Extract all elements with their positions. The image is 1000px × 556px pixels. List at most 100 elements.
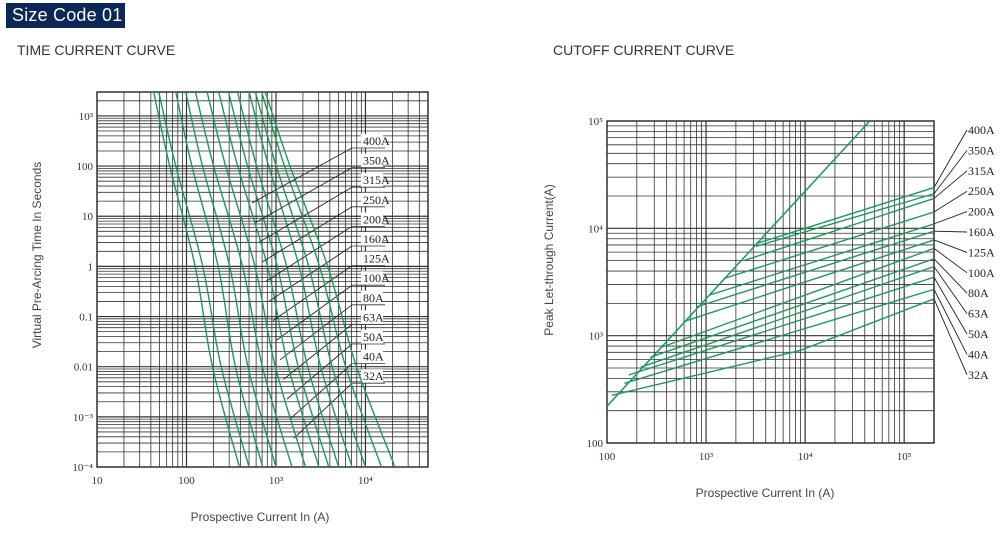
cutoff-line-400A (755, 186, 935, 245)
cutoff-line-250A (723, 211, 935, 280)
y-tick-label: 10⁻³ (73, 412, 94, 424)
y-tick-label: 100 (77, 161, 94, 173)
cutoff-line-63A (640, 265, 935, 368)
cutoff-line-315A (743, 197, 935, 262)
leader-line-315A (933, 170, 968, 199)
cutoff-current-chart: 100 10³ 10⁴ 10⁵ 10⁵ 10⁴ 10³ 100 400A 350A 315A 250A… (587, 116, 996, 463)
fuse-label-200A: 200A (363, 212, 390, 226)
y-tick-label: 10⁵ (588, 116, 603, 128)
plot-frame (606, 120, 935, 444)
fuse-label-125A: 125A (968, 245, 995, 259)
label-bg (361, 290, 383, 305)
leader-line-80A (279, 304, 353, 361)
cutoff-current-xlabel: Prospective Current In (A) (696, 486, 835, 500)
time-current-chart: 10 100 10³ 10⁴ 10³ 100 10 1 0.1 0.01 10⁻³ 10⁻⁴ 32A 40… (72, 91, 429, 487)
cutoff-line-350A (755, 193, 935, 247)
curve-63A (185, 91, 277, 468)
fuse-label-100A: 100A (968, 266, 995, 280)
y-tick-label: 1 (88, 261, 94, 273)
fuse-label-80A: 80A (363, 291, 384, 305)
leader-line-200A (265, 226, 353, 282)
fuse-label-160A: 160A (363, 232, 390, 246)
x-tick-label: 10⁴ (798, 451, 813, 463)
leader-line-100A (276, 284, 353, 341)
curve-350A (260, 91, 383, 468)
fuse-label-315A: 315A (363, 173, 390, 187)
fuse-label-315A: 315A (968, 164, 995, 178)
leader-line-350A (255, 167, 353, 223)
cutoff-line-200A (709, 223, 935, 296)
fuse-label-400A: 400A (968, 123, 995, 137)
label-bg (361, 232, 383, 246)
x-tick-label: 10⁵ (897, 451, 912, 463)
time-current-title: TIME CURRENT CURVE (17, 42, 176, 58)
leader-line-80A (933, 258, 968, 294)
fuse-label-250A: 250A (968, 184, 995, 198)
fuse-label-63A: 63A (363, 310, 384, 324)
leader-line-400A (933, 129, 968, 188)
label-bg (361, 134, 383, 148)
fuse-label-250A: 250A (363, 193, 390, 207)
cutoff-line-50A (628, 276, 935, 376)
label-bg (361, 251, 383, 266)
curve-250A (248, 91, 353, 468)
fuse-label-63A: 63A (968, 307, 989, 321)
curve-400A (264, 91, 396, 468)
x-tick-label: 10⁴ (358, 475, 373, 487)
label-bg (361, 173, 383, 188)
label-bg (361, 310, 383, 325)
fuse-label-32A: 32A (968, 368, 989, 382)
leader-line-100A (933, 248, 968, 274)
fuse-label-50A: 50A (363, 330, 384, 344)
y-tick-label: 10³ (79, 111, 94, 123)
leader-line-315A (258, 186, 353, 243)
leader-line-50A (933, 277, 968, 335)
cutoff-line-100A (661, 247, 935, 348)
curve-315A (254, 91, 367, 468)
y-tick-label: 0.01 (74, 362, 93, 374)
curve-160A (227, 91, 330, 468)
label-bg (361, 153, 383, 168)
leader-line-400A (251, 147, 353, 204)
cutoff-current-ylabel: Peak Let-through Current(A) (542, 184, 556, 335)
x-tick-label: 10³ (699, 451, 714, 463)
fuse-label-32A: 32A (363, 369, 384, 383)
fuse-label-80A: 80A (968, 286, 989, 300)
cutoff-line-32A (611, 298, 935, 397)
cutoff-line-160A (696, 230, 935, 308)
time-current-ylabel: Virtual Pre-Arcing Time In Seconds (30, 162, 44, 349)
label-bg (361, 349, 383, 364)
fuse-label-40A: 40A (968, 347, 989, 361)
y-tick-label: 0.1 (79, 312, 93, 324)
time-current-xlabel: Prospective Current In (A) (191, 510, 330, 524)
leader-line-32A (293, 382, 353, 439)
curve-50A (175, 91, 264, 468)
curve-80A (194, 91, 293, 468)
leader-line-200A (933, 211, 968, 225)
x-tick-label: 100 (599, 451, 616, 463)
leader-line-125A (933, 239, 968, 253)
label-bg (361, 212, 383, 227)
fuse-label-350A: 350A (968, 143, 995, 157)
x-tick-label: 100 (178, 475, 195, 487)
leader-line-160A (933, 230, 968, 233)
curve-40A (158, 91, 250, 468)
label-bg (361, 271, 383, 286)
y-tick-label: 10³ (589, 331, 604, 343)
size-code-badge: Size Code 01 (6, 3, 125, 28)
fuse-label-100A: 100A (363, 271, 390, 285)
y-tick-label: 10⁴ (588, 223, 603, 235)
x-tick-label: 10³ (269, 475, 284, 487)
fuse-label-350A: 350A (363, 154, 390, 168)
leader-line-250A (933, 190, 968, 213)
fuse-label-40A: 40A (363, 350, 384, 364)
label-bg (361, 369, 383, 384)
cutoff-line-80A (650, 258, 935, 358)
cutoff-line-40A (624, 288, 935, 384)
y-tick-label: 100 (587, 438, 604, 450)
leader-line-40A (933, 289, 968, 355)
fuse-label-400A: 400A (363, 134, 390, 148)
cutoff-line-125A (683, 239, 935, 323)
curve-200A (236, 91, 340, 468)
